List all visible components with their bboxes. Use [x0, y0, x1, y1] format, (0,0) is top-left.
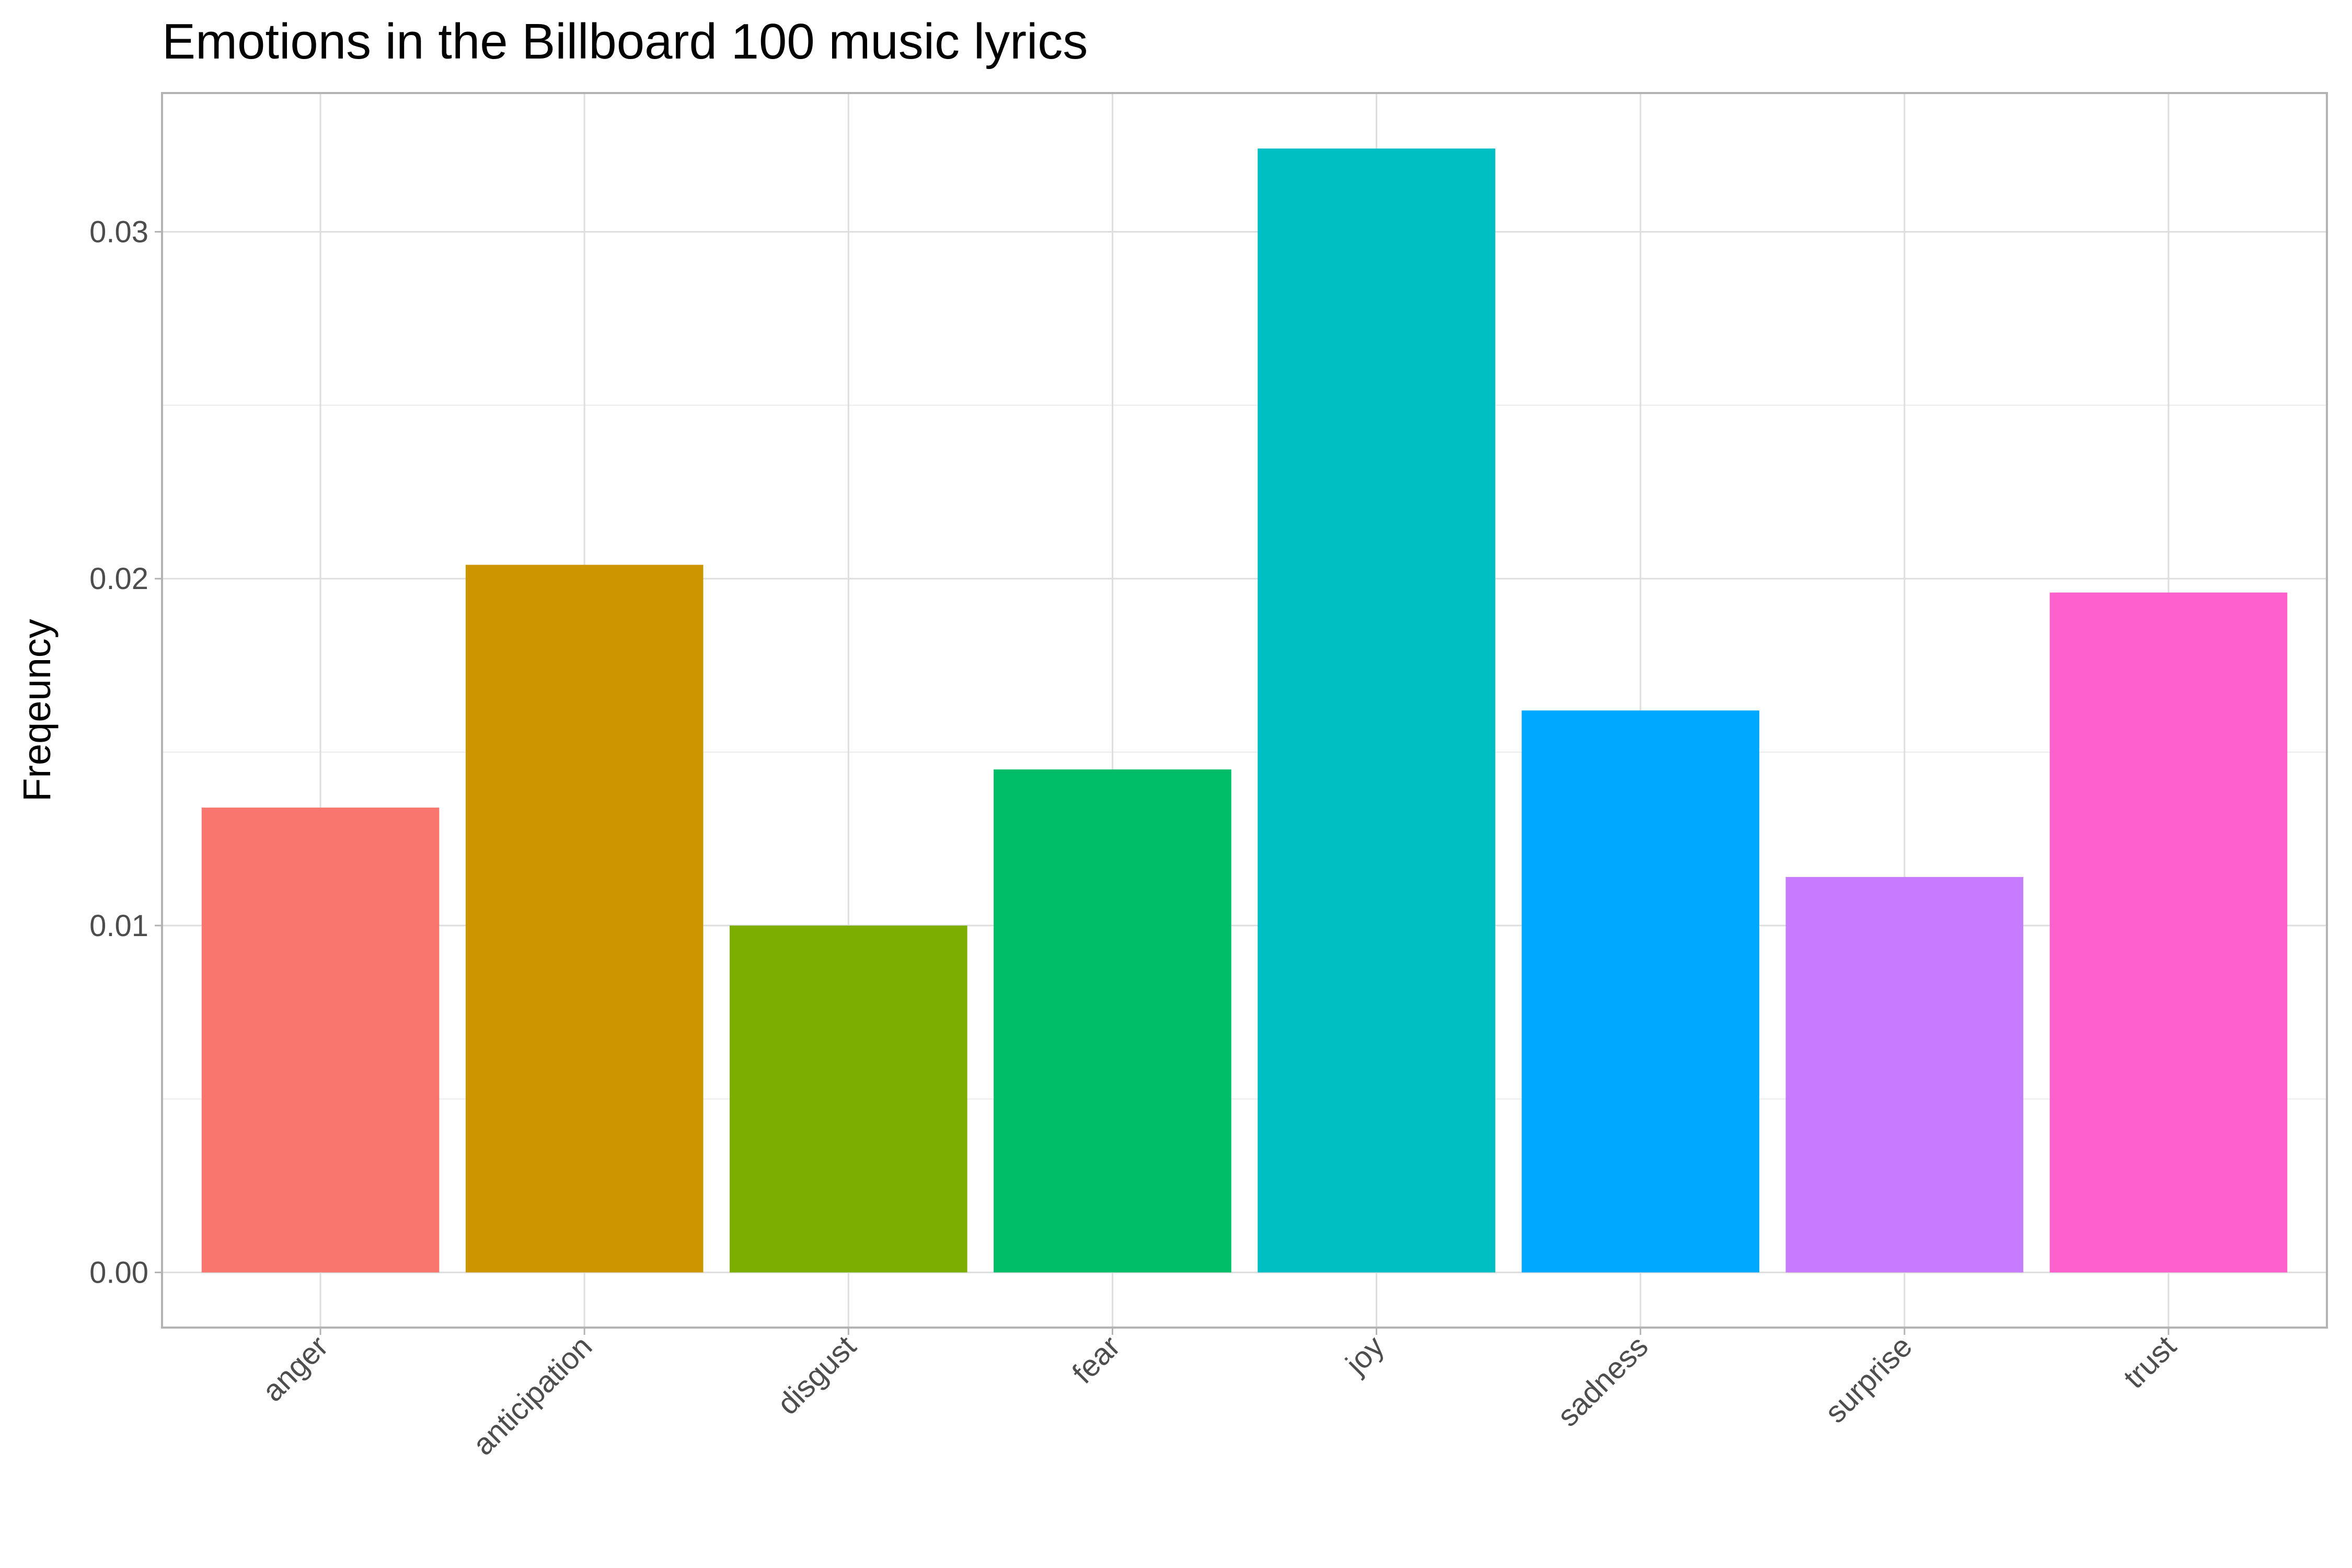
x-tick-label: anger	[256, 1329, 335, 1408]
bar-disgust	[730, 925, 967, 1273]
y-tick-label: 0.01	[89, 909, 148, 943]
y-tick-label: 0.03	[89, 215, 148, 249]
plot-panel-border	[161, 92, 2328, 1329]
bar-surprise	[1785, 877, 2024, 1273]
bar-sadness	[1521, 710, 1759, 1273]
y-tick-label: 0.00	[89, 1255, 148, 1289]
x-tick-label: disgust	[771, 1329, 863, 1421]
x-tick-label: joy	[1339, 1329, 1391, 1381]
bar-trust	[2049, 592, 2288, 1273]
x-tick-label: fear	[1066, 1329, 1127, 1390]
chart-title: Emotions in the Billboard 100 music lyri…	[162, 14, 1088, 70]
x-tick-label: sadness	[1551, 1329, 1655, 1433]
y-tick-label: 0.02	[89, 562, 148, 596]
x-tick-label: trust	[2117, 1329, 2183, 1395]
x-tick-label: anticipation	[466, 1329, 598, 1461]
bar-joy	[1258, 148, 1495, 1273]
bar-fear	[994, 769, 1231, 1273]
bar-anticipation	[465, 564, 704, 1273]
bars-layer	[201, 148, 2288, 1273]
x-tick-label: surprise	[1818, 1329, 1919, 1429]
y-axis-title: Freqeuncy	[15, 619, 59, 802]
bar-anger	[201, 808, 440, 1273]
